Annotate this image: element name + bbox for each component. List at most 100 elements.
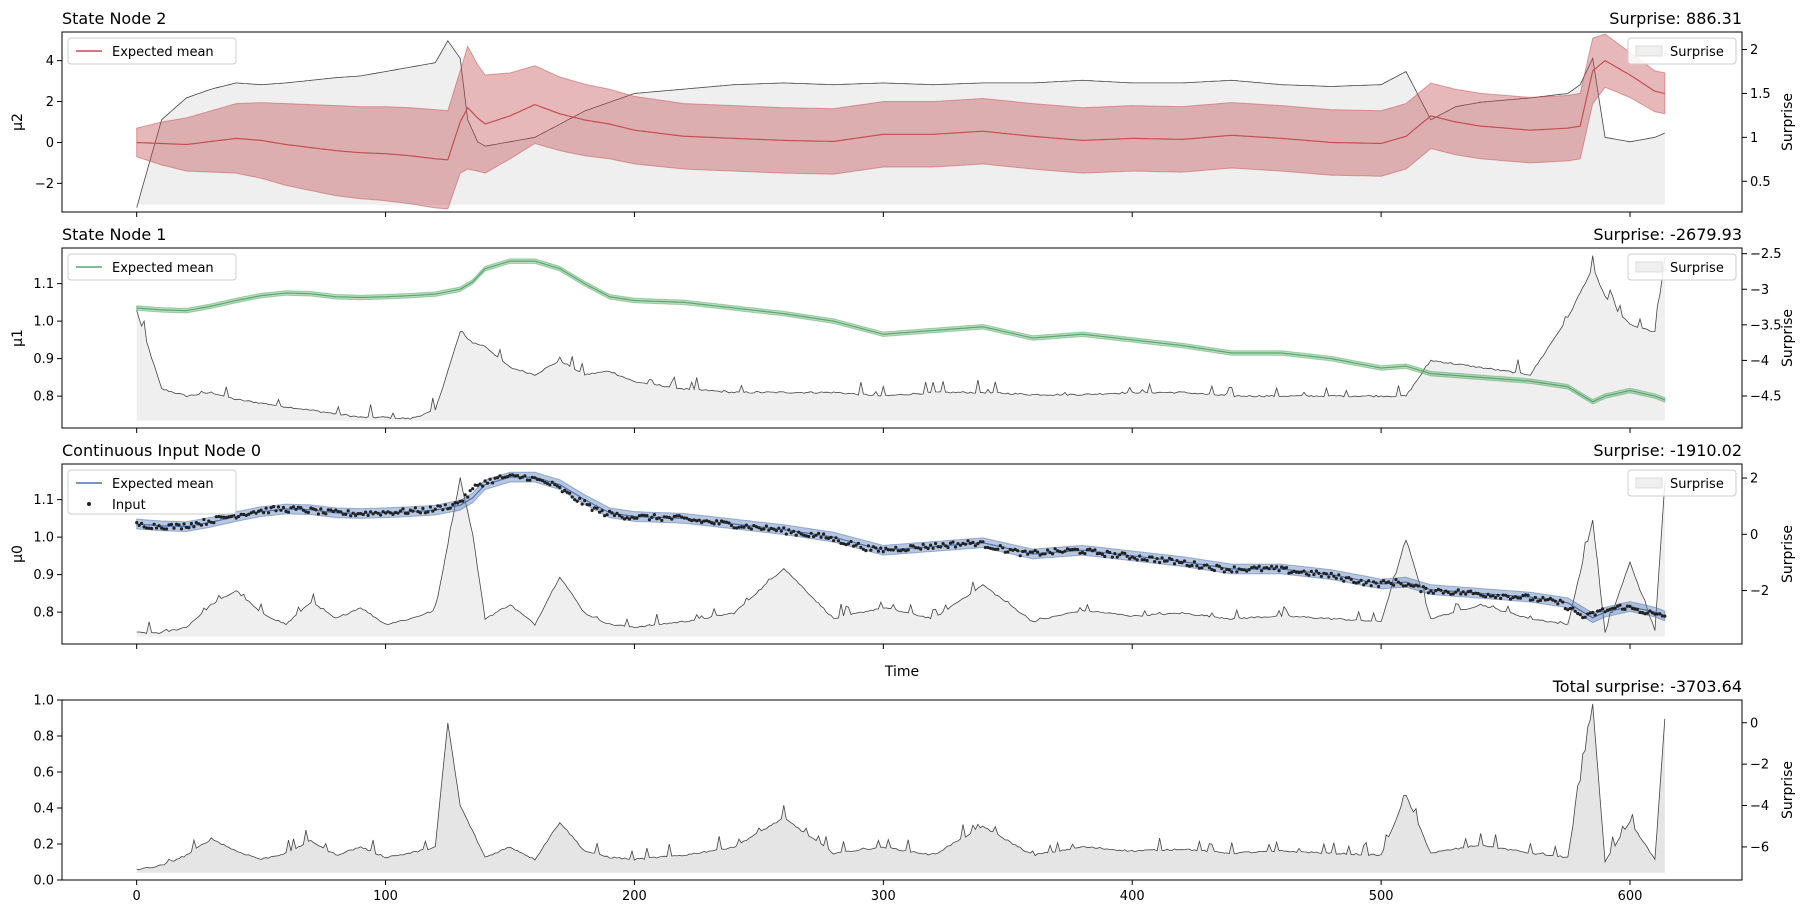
input-point	[1332, 574, 1336, 578]
input-point	[637, 514, 642, 518]
panel-title: Continuous Input Node 0	[62, 441, 261, 460]
input-point	[1389, 581, 1393, 586]
input-point	[600, 509, 604, 513]
input-point	[1272, 567, 1276, 571]
input-point	[1523, 593, 1528, 597]
input-point	[1598, 609, 1602, 613]
input-point	[1277, 569, 1281, 573]
input-point	[528, 478, 532, 482]
input-point	[379, 513, 383, 517]
input-point	[764, 524, 769, 528]
input-point	[665, 515, 669, 519]
input-point	[401, 507, 405, 511]
input-point	[1302, 569, 1306, 573]
legend-mean-label: Expected mean	[112, 477, 214, 492]
mean-band-0	[136, 33, 1666, 210]
input-point	[471, 487, 475, 491]
input-point	[1043, 552, 1047, 556]
input-point	[393, 510, 398, 515]
input-point	[894, 545, 898, 549]
input-point	[1504, 593, 1508, 597]
input-point	[1387, 580, 1391, 584]
input-point	[1240, 568, 1244, 572]
input-point	[1051, 552, 1055, 556]
input-point	[1324, 572, 1328, 576]
y-tick-label: 0.9	[33, 568, 54, 583]
input-point	[1172, 562, 1177, 566]
input-point	[1511, 596, 1515, 600]
input-point	[1625, 604, 1630, 608]
input-point	[941, 542, 945, 546]
input-point	[707, 520, 711, 524]
input-point	[580, 502, 584, 506]
input-point	[1630, 606, 1635, 611]
input-point	[403, 511, 408, 515]
input-point	[1013, 547, 1017, 552]
input-point	[1232, 565, 1236, 569]
input-point	[804, 534, 808, 538]
input-point	[1404, 584, 1408, 588]
input-point	[722, 520, 726, 524]
input-point	[916, 546, 920, 550]
input-point	[1155, 557, 1159, 561]
input-point	[754, 525, 759, 529]
input-point	[734, 526, 739, 530]
input-point	[779, 529, 783, 533]
input-point	[346, 509, 350, 513]
input-point	[1571, 606, 1575, 610]
y-tick-label: 0.4	[33, 802, 54, 817]
input-point	[369, 510, 373, 514]
input-point	[169, 522, 174, 527]
input-point	[1451, 592, 1455, 596]
input-point	[1170, 557, 1174, 562]
input-point	[627, 517, 632, 521]
input-point	[1364, 581, 1368, 585]
input-point	[884, 546, 888, 550]
input-point	[1486, 592, 1490, 597]
input-point	[423, 511, 427, 515]
input-point	[966, 539, 970, 543]
input-point	[1018, 554, 1022, 558]
input-point	[1128, 557, 1132, 561]
input-point	[692, 518, 696, 522]
legend-left: Expected mean	[67, 37, 237, 65]
input-point	[1566, 608, 1570, 612]
input-point	[642, 513, 647, 517]
input-point	[1456, 588, 1460, 592]
input-point	[973, 544, 978, 548]
input-point	[1038, 553, 1042, 557]
input-point	[789, 531, 793, 535]
input-point	[463, 493, 467, 497]
input-point	[1623, 607, 1627, 612]
panel-title: State Node 1	[62, 225, 166, 244]
input-point	[1581, 616, 1585, 620]
input-point	[1185, 563, 1189, 567]
input-point	[1384, 581, 1388, 585]
input-point	[836, 539, 841, 543]
legend-surprise-swatch	[1635, 45, 1663, 57]
legend-left-box	[67, 469, 237, 515]
input-point	[1322, 571, 1326, 575]
input-point	[1379, 580, 1383, 584]
input-point	[396, 511, 400, 515]
input-point	[1041, 552, 1045, 556]
y-tick-label: 0	[46, 136, 54, 151]
input-point	[209, 520, 213, 524]
input-point	[388, 511, 393, 515]
input-point	[799, 532, 803, 536]
input-point	[1613, 606, 1617, 610]
input-point	[1469, 589, 1473, 593]
input-point	[802, 533, 806, 537]
input-point	[1046, 548, 1050, 552]
input-point	[747, 526, 751, 530]
input-point	[1593, 613, 1597, 617]
surprise-area-1	[136, 255, 1665, 421]
surprise-line-3	[136, 703, 1666, 871]
input-point	[326, 508, 330, 512]
input-point	[827, 536, 831, 541]
input-point	[1227, 568, 1231, 572]
right-y-axis-label: Surprise	[1780, 309, 1796, 367]
input-point	[1011, 548, 1015, 552]
input-point	[364, 510, 368, 514]
input-point	[1573, 609, 1577, 613]
